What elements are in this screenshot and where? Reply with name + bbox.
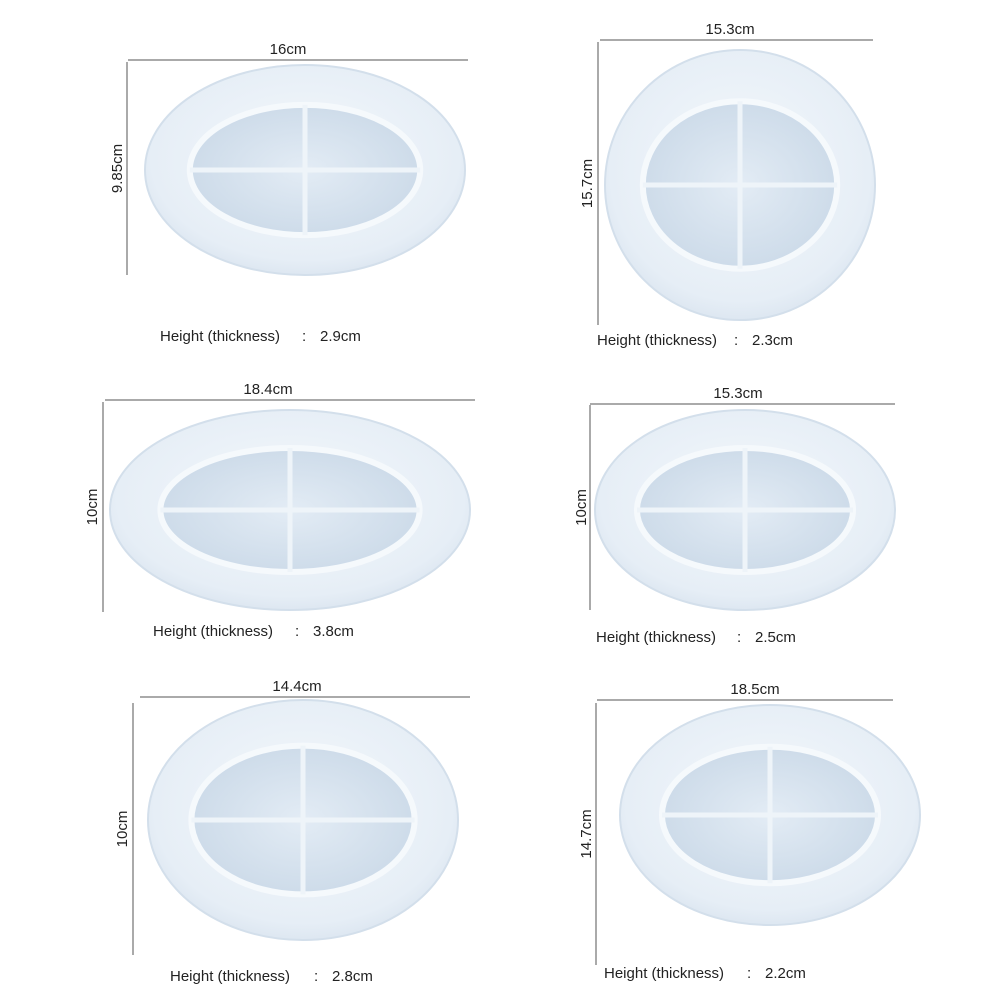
thickness-value: 2.3cm [752, 332, 793, 349]
thickness-label: Height (thickness) [153, 623, 273, 640]
thickness-label: Height (thickness) [596, 629, 716, 646]
thickness-value: 2.5cm [755, 629, 796, 646]
width-label: 14.4cm [272, 678, 321, 695]
thickness-value: 2.8cm [332, 968, 373, 985]
width-label: 15.3cm [713, 385, 762, 402]
thickness-label: Height (thickness) [604, 965, 724, 982]
width-label: 18.5cm [730, 681, 779, 698]
width-label: 16cm [270, 41, 307, 58]
height-label: 10cm [84, 489, 101, 526]
height-label: 9.85cm [109, 144, 126, 193]
thickness-label: Height (thickness) [160, 328, 280, 345]
thickness-label: Height (thickness) [597, 332, 717, 349]
separator: : [295, 623, 299, 640]
height-label: 10cm [573, 489, 590, 526]
height-label: 14.7cm [578, 809, 595, 858]
thickness-label: Height (thickness) [170, 968, 290, 985]
thickness-value: 3.8cm [313, 623, 354, 640]
width-label: 18.4cm [243, 381, 292, 398]
separator: : [737, 629, 741, 646]
separator: : [747, 965, 751, 982]
thickness-value: 2.9cm [320, 328, 361, 345]
separator: : [314, 968, 318, 985]
width-label: 15.3cm [705, 21, 754, 38]
thickness-value: 2.2cm [765, 965, 806, 982]
separator: : [302, 328, 306, 345]
height-label: 10cm [114, 811, 131, 848]
height-label: 15.7cm [579, 159, 596, 208]
separator: : [734, 332, 738, 349]
